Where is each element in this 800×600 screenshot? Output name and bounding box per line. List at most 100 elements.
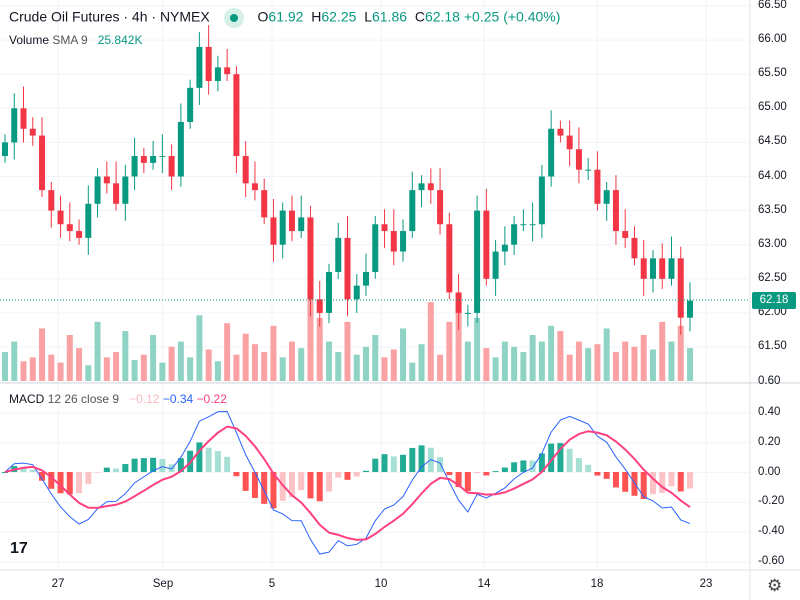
macd-histogram-bar bbox=[316, 472, 323, 502]
candle-body bbox=[196, 46, 203, 88]
volume-bar bbox=[196, 315, 203, 381]
candle-body bbox=[557, 128, 564, 136]
volume-bar bbox=[11, 341, 18, 381]
volume-bar bbox=[455, 308, 462, 381]
macd-tick: 0.40 bbox=[758, 406, 781, 418]
volume-bar bbox=[400, 328, 407, 381]
price-tick: 64.50 bbox=[758, 135, 787, 148]
candle-body bbox=[437, 190, 444, 225]
volume-bar bbox=[557, 331, 564, 381]
time-tick: 5 bbox=[268, 578, 276, 590]
macd-histogram-bar bbox=[483, 472, 490, 476]
macd-histogram-bar bbox=[455, 472, 462, 488]
macd-histogram-bar bbox=[612, 472, 619, 488]
volume-bar bbox=[575, 341, 582, 381]
candle-body bbox=[353, 285, 360, 300]
candle-body bbox=[649, 258, 656, 279]
macd-tick: 0.00 bbox=[758, 465, 781, 478]
candle-body bbox=[205, 46, 212, 82]
candle-body bbox=[122, 176, 129, 204]
macd-histogram-bar bbox=[538, 453, 545, 472]
volume-legend[interactable]: Volume SMA 9 25.842K bbox=[9, 33, 143, 47]
volume-bar bbox=[94, 321, 101, 381]
candle-body bbox=[85, 203, 92, 238]
candle-body bbox=[492, 251, 499, 279]
volume-bar bbox=[511, 346, 518, 381]
candle-body bbox=[409, 190, 416, 232]
macd-histogram-bar bbox=[529, 460, 536, 472]
macd-histogram-bar bbox=[603, 472, 610, 479]
volume-bar bbox=[57, 362, 64, 381]
macd-histogram-bar bbox=[659, 472, 666, 493]
volume-bar bbox=[187, 357, 194, 381]
macd-histogram-bar bbox=[325, 472, 332, 492]
macd-histogram-bar bbox=[251, 472, 258, 498]
volume-bar bbox=[529, 335, 536, 381]
candle-body bbox=[103, 176, 110, 184]
time-tick: 27 bbox=[51, 578, 65, 590]
macd-histogram-bar bbox=[94, 472, 101, 473]
macd-histogram-bar bbox=[344, 472, 351, 480]
volume-bar bbox=[224, 323, 231, 381]
macd-legend[interactable]: MACD 12 26 close 9 −0.12 −0.34 −0.22 bbox=[9, 392, 227, 406]
macd-histogram-bar bbox=[261, 472, 268, 504]
chart-legend: Crude Oil Futures · 4h · NYMEX O61.92 H6… bbox=[9, 8, 560, 28]
candle-body bbox=[29, 128, 36, 136]
volume-bar bbox=[307, 289, 314, 381]
candle-body bbox=[363, 271, 370, 286]
macd-histogram-bar bbox=[214, 451, 221, 472]
candle-body bbox=[575, 149, 582, 170]
candle-body bbox=[2, 142, 8, 157]
volume-bar bbox=[390, 349, 397, 381]
volume-bar bbox=[316, 317, 323, 381]
volume-bar bbox=[344, 321, 351, 381]
macd-histogram-bar bbox=[687, 472, 693, 489]
candle-body bbox=[464, 312, 471, 314]
candle-body bbox=[11, 108, 18, 143]
volume-bar bbox=[612, 352, 619, 381]
candle-body bbox=[603, 190, 610, 204]
macd-histogram-bar bbox=[177, 458, 184, 472]
symbol-title[interactable]: Crude Oil Futures · 4h · NYMEX bbox=[9, 8, 210, 25]
volume-bar bbox=[520, 352, 527, 381]
volume-bar bbox=[242, 333, 249, 381]
macd-histogram-bar bbox=[307, 472, 314, 499]
volume-bar bbox=[288, 341, 295, 381]
macd-histogram-bar bbox=[168, 464, 175, 472]
macd-tick: -0.20 bbox=[758, 495, 785, 508]
macd-histogram-bar bbox=[363, 470, 370, 472]
macd-tick: 0.20 bbox=[758, 435, 781, 448]
tradingview-logo[interactable]: 17 bbox=[10, 540, 28, 557]
volume-bar bbox=[85, 365, 92, 381]
candle-body bbox=[640, 258, 647, 279]
price-tick: 62.50 bbox=[758, 271, 787, 284]
macd-histogram-bar bbox=[511, 462, 518, 472]
macd-tick: -0.60 bbox=[758, 555, 785, 567]
candle-body bbox=[242, 156, 249, 184]
macd-histogram-bar bbox=[288, 472, 295, 498]
macd-histogram-bar bbox=[437, 457, 444, 472]
candle-body bbox=[261, 190, 268, 218]
macd-histogram-bar bbox=[474, 472, 481, 474]
settings-gear-icon[interactable]: ⚙ bbox=[767, 576, 783, 595]
candle-body bbox=[66, 224, 73, 232]
macd-histogram-bar bbox=[649, 472, 656, 495]
volume-bar bbox=[353, 354, 360, 381]
macd-histogram-bar bbox=[400, 454, 407, 472]
change-value: +0.25 (+0.40%) bbox=[463, 8, 561, 25]
volume-bar bbox=[131, 359, 138, 381]
candle-body bbox=[233, 74, 240, 157]
macd-histogram-bar bbox=[353, 472, 360, 477]
macd-histogram-bar bbox=[566, 448, 573, 472]
candle-body bbox=[538, 176, 545, 225]
macd-histogram-bar bbox=[492, 471, 499, 472]
macd-histogram-bar bbox=[39, 472, 46, 481]
macd-histogram-bar bbox=[548, 443, 555, 472]
candle-body bbox=[298, 217, 305, 232]
candle-body bbox=[344, 237, 351, 300]
volume-bar bbox=[76, 348, 83, 381]
open-value: 61.92 bbox=[268, 8, 304, 25]
price-tick: 61.50 bbox=[758, 340, 787, 352]
candle-body bbox=[622, 231, 629, 238]
